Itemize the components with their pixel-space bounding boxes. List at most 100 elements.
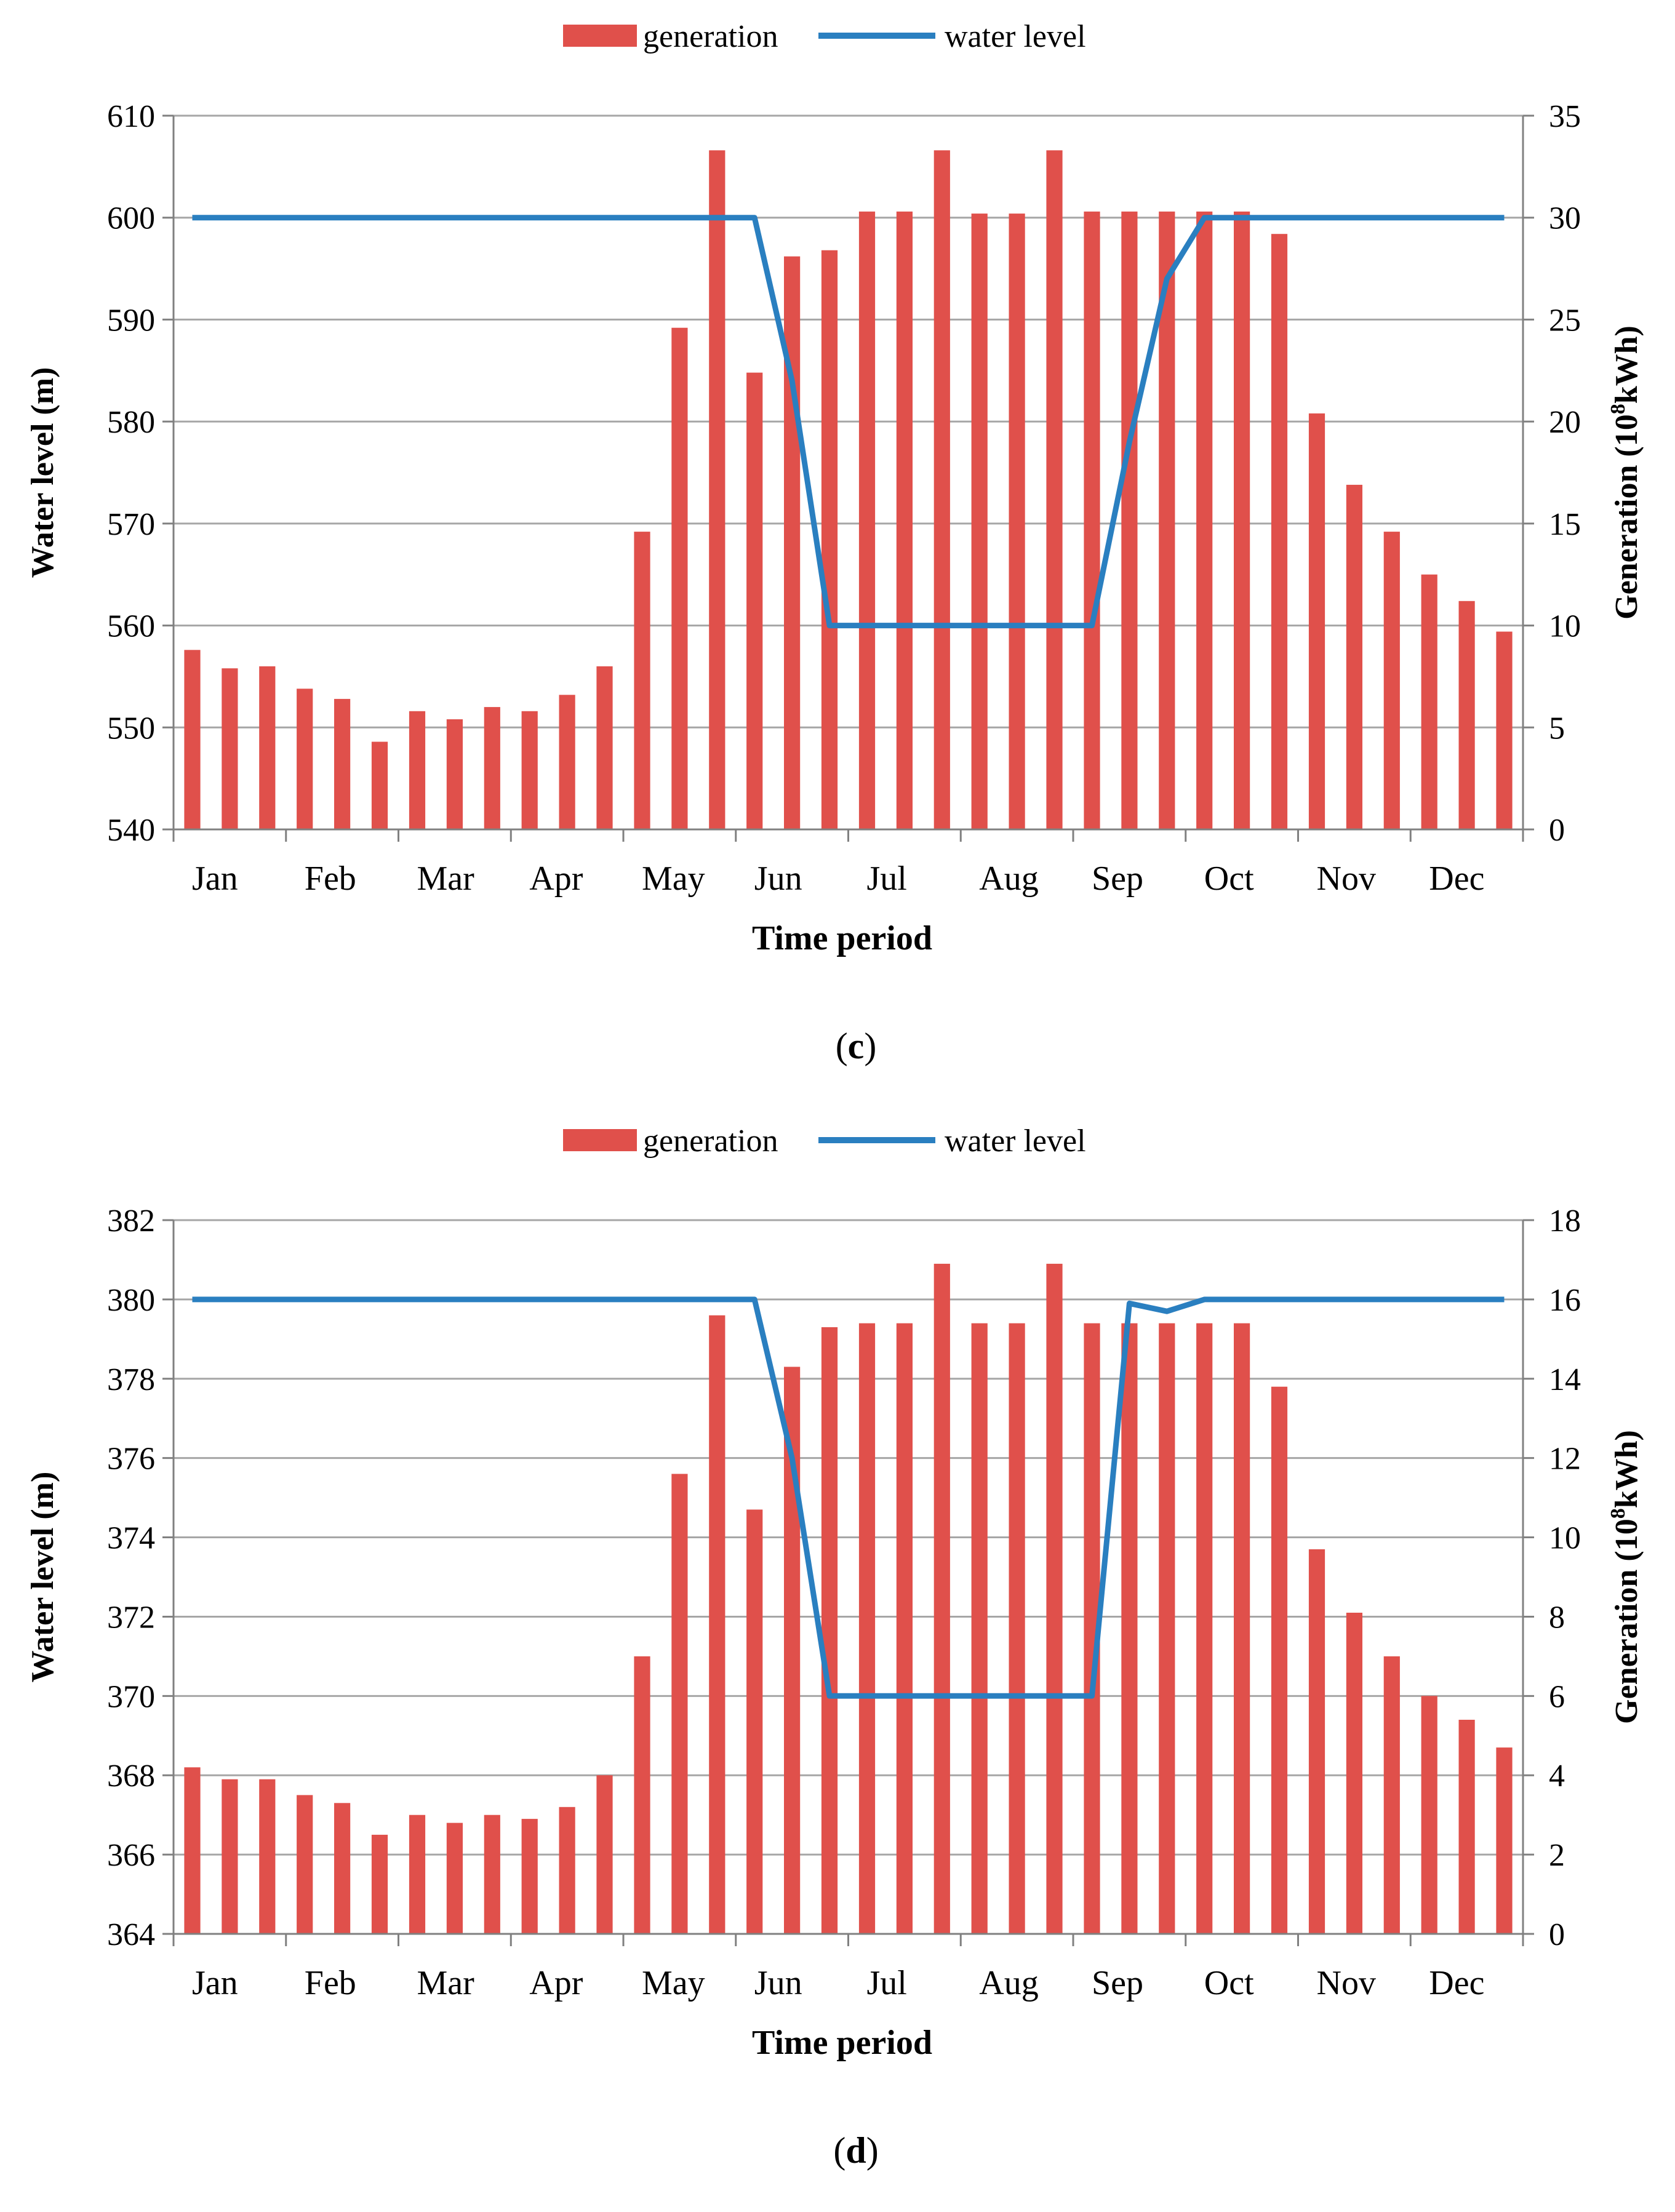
generation-bar (334, 698, 351, 829)
generation-bar (1271, 234, 1288, 829)
generation-bar (1421, 574, 1437, 829)
generation-bar (409, 1815, 426, 1934)
generation-bar (559, 1807, 575, 1934)
generation-bar (746, 1509, 763, 1934)
generation-bar (184, 1767, 201, 1934)
generation-bar (409, 711, 426, 829)
generation-bar (259, 1779, 276, 1934)
chart-panel-d: generation water level 364 0 366 2 368 4 370 6 372… (25, 1124, 1644, 2171)
generation-bar (1383, 532, 1400, 829)
generation-bar (297, 1795, 313, 1934)
left-axis-tick-label: 570 (107, 507, 155, 542)
right-axis-tick-label: 10 (1549, 609, 1581, 644)
generation-bar (1121, 1323, 1138, 1934)
x-axis-tick-label: May (642, 1964, 705, 2002)
generation-bar (1496, 631, 1513, 829)
left-axis-tick-label: 600 (107, 201, 155, 236)
generation-bar (1234, 211, 1250, 829)
x-axis-tick-label: Jun (754, 860, 802, 898)
generation-bar (896, 211, 913, 829)
left-axis-tick-label: 376 (107, 1442, 155, 1477)
right-axis-tick-label: 30 (1549, 201, 1581, 236)
left-axis-tick-label: 580 (107, 405, 155, 440)
left-axis-tick-label: 366 (107, 1838, 155, 1873)
right-axis-tick-label: 2 (1549, 1838, 1565, 1873)
x-axis-tick-label: Aug (979, 860, 1038, 898)
water-level-line (192, 1296, 1505, 1699)
generation-bar (1009, 214, 1025, 830)
legend-water-level-label: water level (945, 19, 1086, 54)
generation-bar (1009, 1323, 1025, 1934)
legend-generation-swatch (563, 25, 637, 47)
generation-bar (746, 372, 763, 829)
panel-caption: (c) (836, 1026, 877, 1066)
left-axis-title: Water level (m) (25, 1472, 60, 1683)
right-axis-title: Generation (108kWh) (1607, 1430, 1644, 1724)
generation-bar (709, 150, 726, 829)
x-axis-tick-label: Jul (867, 860, 907, 898)
left-axis-tick-label: 374 (107, 1521, 155, 1556)
right-axis-tick-label: 14 (1549, 1362, 1581, 1397)
left-axis-tick-label: 590 (107, 303, 155, 338)
generation-bar (858, 1323, 876, 1934)
generation-bar (671, 327, 688, 829)
generation-bar (1458, 1720, 1475, 1934)
generation-bar (334, 1803, 351, 1934)
generation-bar (634, 532, 650, 829)
x-axis-tick-label: Oct (1204, 1964, 1254, 2002)
generation-bar (371, 1834, 388, 1934)
left-axis-tick-label: 550 (107, 711, 155, 746)
generation-bar (1159, 1323, 1175, 1934)
generation-bar (1196, 211, 1213, 829)
x-axis-tick-label: Jul (867, 1964, 907, 2002)
generation-bar (971, 1323, 988, 1934)
right-axis-tick-label: 0 (1549, 813, 1565, 848)
generation-bar (1346, 1613, 1362, 1934)
generation-bar (1346, 484, 1362, 829)
left-axis-tick-label: 610 (107, 99, 155, 134)
right-axis-tick-label: 5 (1549, 711, 1565, 746)
x-axis-tick-label: Nov (1317, 1964, 1376, 2002)
generation-bar (559, 695, 575, 829)
x-axis-tick-label: Nov (1317, 860, 1376, 898)
generation-bar (1234, 1323, 1250, 1934)
generation-bar (784, 256, 801, 829)
x-axis-tick-label: Feb (305, 1964, 356, 2002)
generation-bar (971, 214, 988, 830)
generation-bar (1308, 1549, 1325, 1934)
x-axis-tick-label: Mar (417, 860, 475, 898)
generation-bar (1383, 1656, 1400, 1934)
generation-bar (184, 650, 201, 829)
left-axis-tick-label: 364 (107, 1917, 155, 1952)
generation-bar (259, 666, 276, 829)
legend-generation-label: generation (643, 19, 778, 54)
generation-bar (371, 741, 388, 829)
right-axis-tick-label: 8 (1549, 1600, 1565, 1635)
generation-bar (1271, 1386, 1288, 1934)
water-level-line (192, 215, 1505, 629)
x-axis-tick-label: Feb (305, 860, 356, 898)
generation-bar (596, 1775, 613, 1934)
left-axis-tick-label: 378 (107, 1362, 155, 1397)
left-axis-tick-label: 540 (107, 813, 155, 848)
generation-bar (596, 666, 613, 829)
left-axis-tick-label: 380 (107, 1283, 155, 1318)
generation-bar (1308, 413, 1325, 829)
right-axis-tick-label: 35 (1549, 99, 1581, 134)
right-axis-tick-label: 15 (1549, 507, 1581, 542)
left-axis-tick-label: 372 (107, 1600, 155, 1635)
generation-bar (858, 211, 876, 829)
generation-bar (484, 1815, 500, 1934)
x-axis-tick-label: Sep (1092, 860, 1143, 898)
right-axis-tick-label: 10 (1549, 1521, 1581, 1556)
x-axis-tick-label: Mar (417, 1964, 475, 2002)
generation-bar (1046, 1263, 1063, 1934)
left-axis-tick-label: 560 (107, 609, 155, 644)
generation-bar (222, 1779, 238, 1934)
x-axis-tick-label: Jan (192, 1964, 238, 2002)
x-axis-tick-label: Dec (1429, 860, 1484, 898)
left-axis-tick-label: 370 (107, 1679, 155, 1714)
right-axis-tick-label: 12 (1549, 1442, 1581, 1477)
left-axis-tick-label: 368 (107, 1759, 155, 1794)
right-axis-tick-label: 0 (1549, 1917, 1565, 1952)
